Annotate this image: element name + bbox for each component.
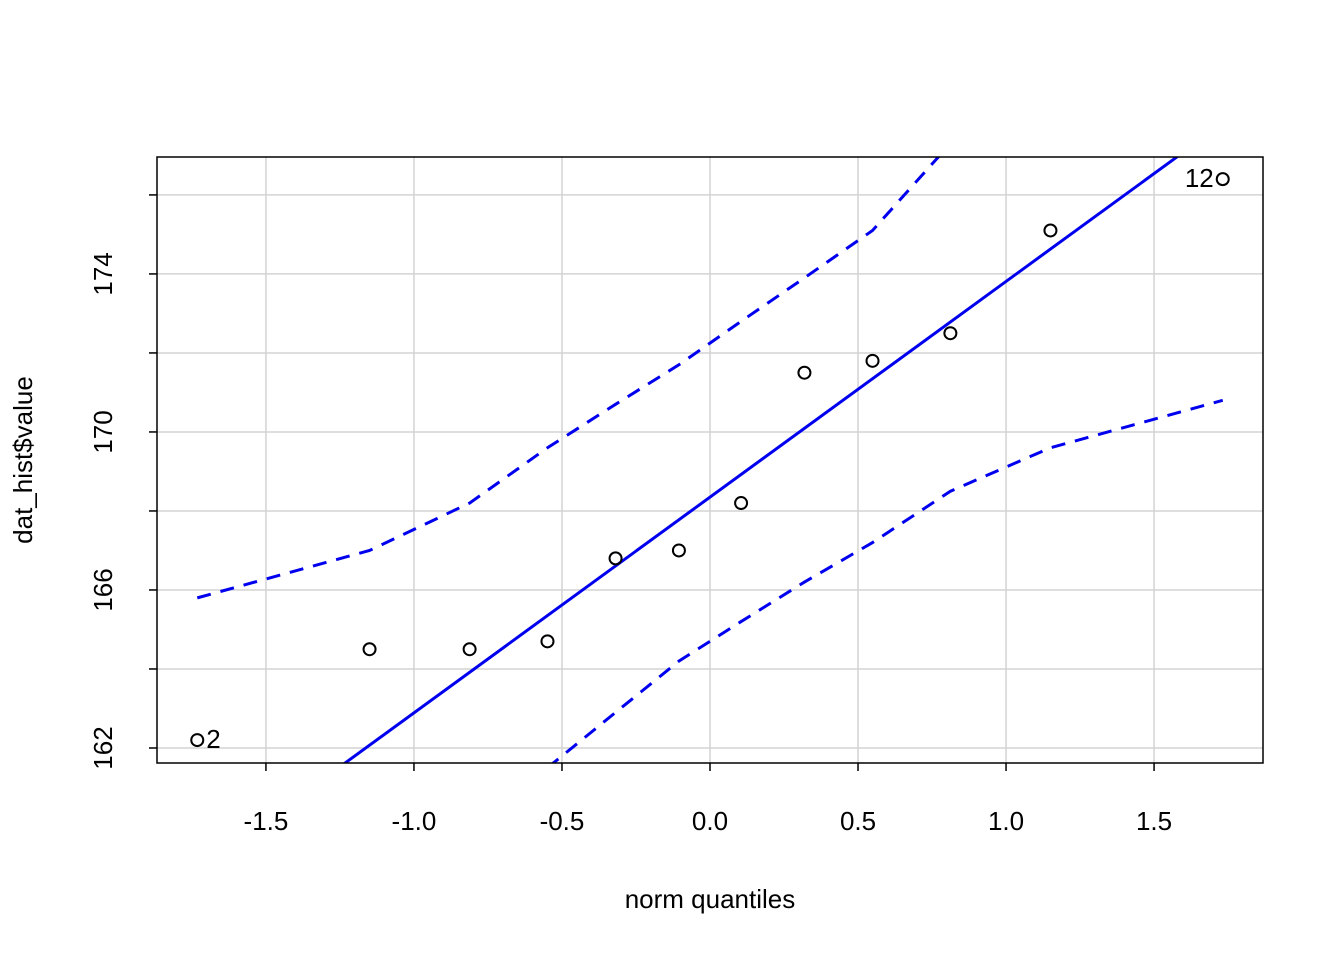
x-tick-label: 1.5 xyxy=(1136,806,1172,836)
confidence-band xyxy=(550,398,1224,763)
y-tick-label: 166 xyxy=(88,568,118,611)
x-tick-label: 0.0 xyxy=(692,806,728,836)
x-tick-label: -1.5 xyxy=(244,806,289,836)
data-point xyxy=(608,551,623,566)
y-tick-label: 162 xyxy=(88,726,118,769)
data-point xyxy=(671,543,686,558)
plot-area xyxy=(196,157,1224,763)
x-tick-label: -0.5 xyxy=(540,806,585,836)
y-tick-label: 170 xyxy=(88,410,118,453)
data-point xyxy=(1215,172,1230,187)
plot-border xyxy=(156,156,1264,764)
x-axis-label: norm quantiles xyxy=(625,884,796,914)
data-point xyxy=(362,642,377,657)
y-axis-label: dat_hist$value xyxy=(8,376,38,544)
point-label: 12 xyxy=(1185,163,1214,193)
data-point xyxy=(865,353,880,368)
reference-line xyxy=(342,157,1180,763)
data-point xyxy=(190,733,205,748)
data-point xyxy=(462,642,477,657)
confidence-band xyxy=(196,157,941,600)
x-tick-label: 0.5 xyxy=(840,806,876,836)
data-point xyxy=(1043,223,1058,238)
data-point xyxy=(943,326,958,341)
data-point xyxy=(734,496,749,511)
x-tick-label: -1.0 xyxy=(392,806,437,836)
data-point xyxy=(540,634,555,649)
y-tick-label: 174 xyxy=(88,252,118,295)
data-point xyxy=(797,365,812,380)
point-label: 2 xyxy=(206,724,220,754)
x-tick-label: 1.0 xyxy=(988,806,1024,836)
